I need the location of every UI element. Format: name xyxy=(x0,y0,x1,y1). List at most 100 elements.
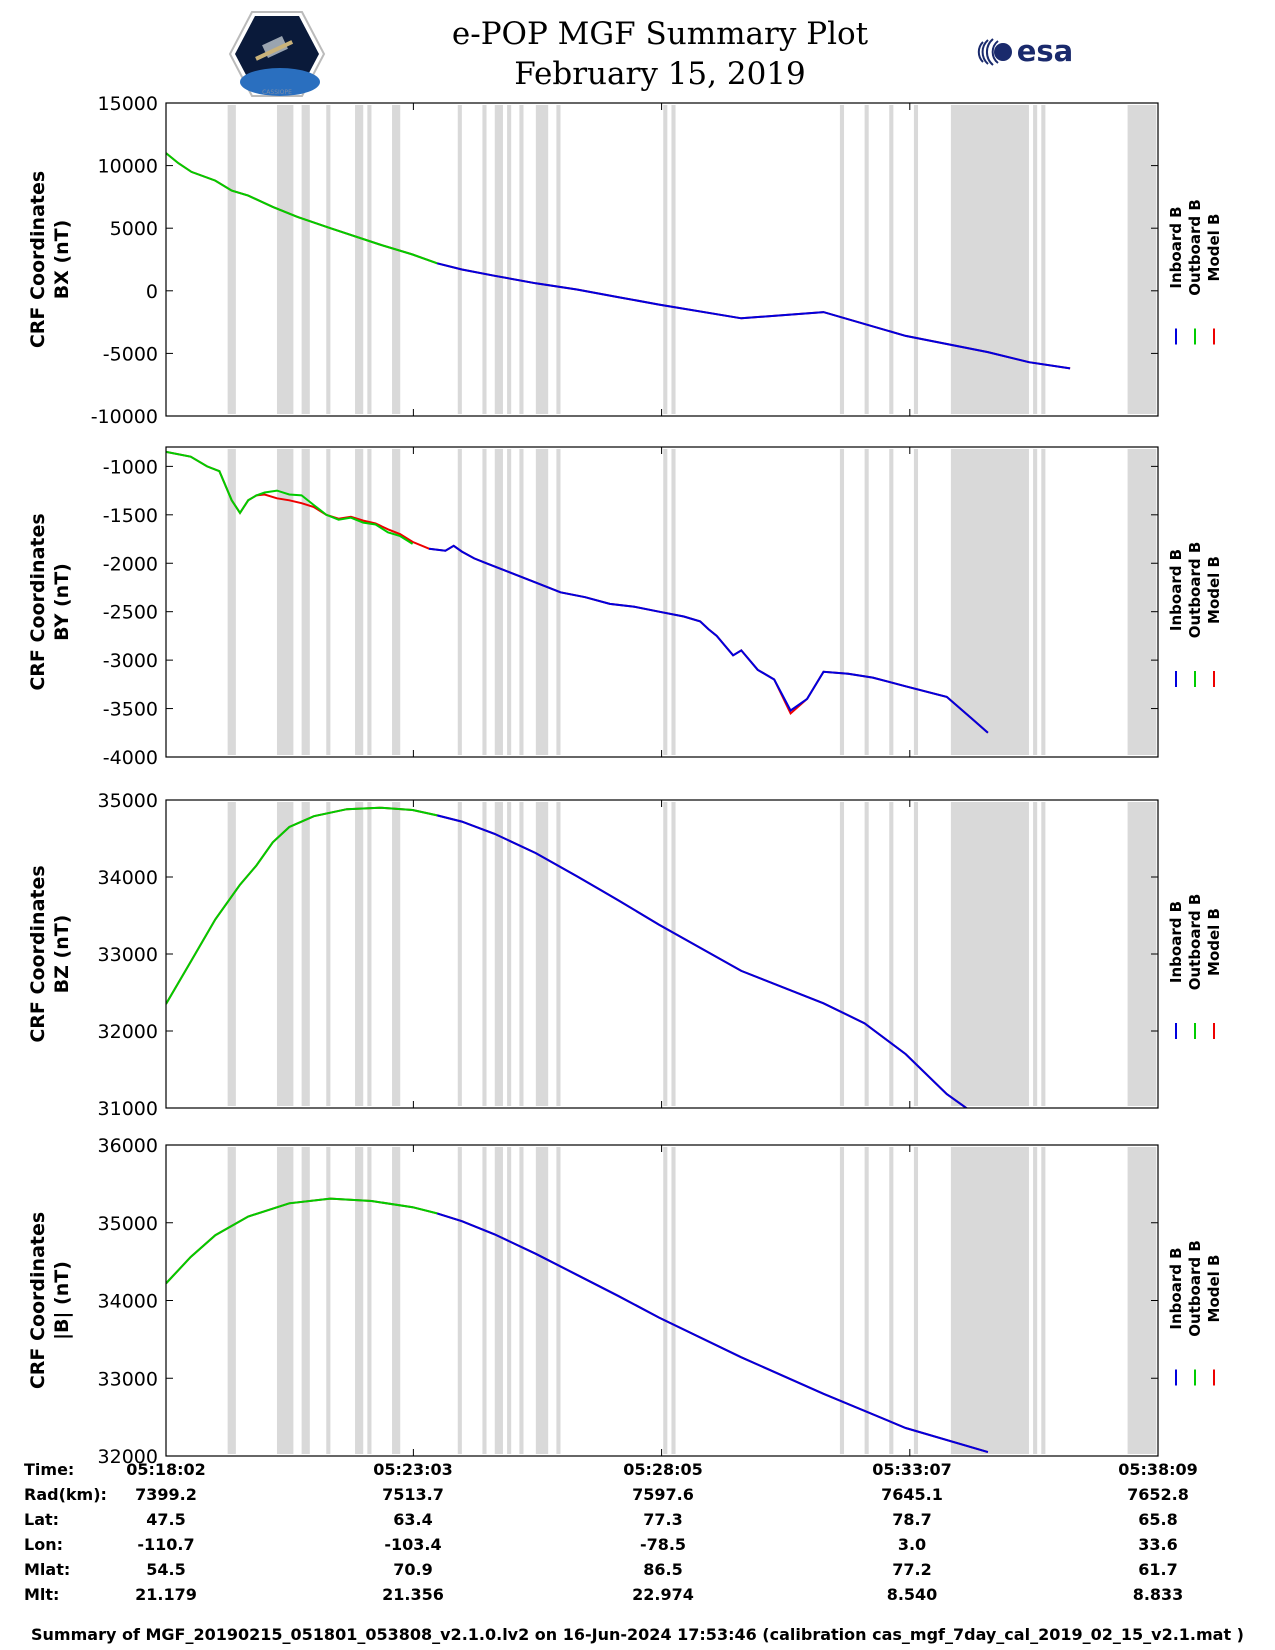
gap-band xyxy=(556,802,561,1106)
info-row: Mlt: 21.179 21.356 22.974 8.540 8.833 xyxy=(0,1585,1275,1609)
gap-band xyxy=(913,802,919,1106)
info-row: Mlat: 54.5 70.9 86.5 77.2 61.7 xyxy=(0,1560,1275,1584)
gap-band xyxy=(535,449,549,755)
gap-band xyxy=(889,105,894,414)
gap-band xyxy=(507,105,512,414)
legend-label: Outboard B xyxy=(1186,542,1204,639)
y-tick-label: -10000 xyxy=(91,406,158,428)
legend-label: Model B xyxy=(1205,908,1223,976)
y-tick-label: 10000 xyxy=(98,156,158,178)
y-tick-label: 35000 xyxy=(98,1213,158,1235)
legend-label: Inboard B xyxy=(1167,901,1185,983)
gap-band xyxy=(494,105,503,414)
gap-band xyxy=(839,105,845,414)
info-row: Lat: 47.5 63.4 77.3 78.7 65.8 xyxy=(0,1510,1275,1534)
y-tick-label: 33000 xyxy=(98,1368,158,1390)
info-value: 70.9 xyxy=(393,1560,433,1579)
gap-band xyxy=(556,105,561,414)
gap-band xyxy=(950,1147,1029,1454)
y-axis-label: CRF Coordinates |B| (nT) xyxy=(27,1212,73,1389)
y-axis-label-line2: |B| (nT) xyxy=(51,1261,73,1340)
info-row: Time: 05:18:02 05:23:03 05:28:05 05:33:07 05:… xyxy=(0,1460,1275,1484)
gap-band xyxy=(913,449,919,755)
y-tick-label: -2000 xyxy=(103,553,158,575)
y-tick-label: 35000 xyxy=(98,790,158,812)
gap-band xyxy=(864,802,869,1106)
y-tick-label: -4000 xyxy=(103,747,158,769)
y-tick-label: 34000 xyxy=(98,867,158,889)
gap-band xyxy=(1033,802,1038,1106)
gap-band xyxy=(301,449,310,755)
y-tick-label: -2500 xyxy=(103,602,158,624)
legend-label: Model B xyxy=(1205,1255,1223,1323)
gap-band xyxy=(482,105,487,414)
gap-band xyxy=(663,105,668,414)
info-value: 77.3 xyxy=(643,1510,683,1529)
info-value: 7645.1 xyxy=(881,1485,943,1504)
gap-band xyxy=(839,802,845,1106)
epop-mission-logo: CASSIOPE xyxy=(228,11,326,97)
gap-band xyxy=(913,105,919,414)
gap-band xyxy=(1127,449,1157,755)
esa-logo: esa xyxy=(977,34,1073,68)
gap-band xyxy=(671,105,676,414)
gap-band xyxy=(457,105,462,414)
gap-band xyxy=(392,105,401,414)
gap-band xyxy=(367,105,372,414)
gap-band xyxy=(864,105,869,414)
gap-band xyxy=(1033,105,1038,414)
gap-band xyxy=(950,105,1029,414)
gap-band xyxy=(864,449,869,755)
legend-label: Inboard B xyxy=(1167,1247,1185,1329)
gap-band xyxy=(227,449,236,755)
y-tick-label: 32000 xyxy=(98,1021,158,1043)
gap-band xyxy=(276,1147,294,1454)
info-value: 54.5 xyxy=(146,1560,186,1579)
gap-band xyxy=(889,1147,894,1454)
info-value: 22.974 xyxy=(632,1585,694,1604)
gap-band xyxy=(519,449,524,755)
y-tick-label: -3500 xyxy=(103,699,158,721)
gap-band xyxy=(535,105,549,414)
gap-band xyxy=(355,449,364,755)
info-value: 05:28:05 xyxy=(623,1460,703,1479)
info-value: 63.4 xyxy=(393,1510,433,1529)
gap-band xyxy=(276,449,294,755)
chart-panel-4: 36000 35000 34000 33000 32000 CRF Coordinates… xyxy=(27,1135,1223,1468)
series-line-outboard-b xyxy=(166,1197,438,1285)
info-value: 7513.7 xyxy=(382,1485,444,1504)
series-line-inboard-b xyxy=(436,1212,989,1454)
chart-panel-2: -1000 -1500 -2000 -2500 -3000 -3500 -4000 CRF C… xyxy=(27,446,1223,769)
info-value: 7652.8 xyxy=(1127,1485,1189,1504)
gap-band xyxy=(326,802,331,1106)
y-tick-label: -1500 xyxy=(103,505,158,527)
y-tick-label: 31000 xyxy=(98,1098,158,1120)
y-tick-label: 36000 xyxy=(98,1135,158,1157)
gap-band xyxy=(482,449,487,755)
gap-band xyxy=(889,449,894,755)
gap-band xyxy=(301,105,310,414)
gap-band xyxy=(326,105,331,414)
gap-band xyxy=(457,802,462,1106)
gap-band xyxy=(889,802,894,1106)
gap-band xyxy=(1033,1147,1038,1454)
gap-band xyxy=(367,802,372,1106)
info-row: Lon: -110.7 -103.4 -78.5 3.0 33.6 xyxy=(0,1535,1275,1559)
y-axis-label-line2: BY (nT) xyxy=(51,563,73,641)
y-axis-label-line1: CRF Coordinates xyxy=(27,865,49,1042)
gap-band xyxy=(227,105,236,414)
page-date: February 15, 2019 xyxy=(514,56,806,92)
info-row-label: Mlat: xyxy=(24,1560,71,1579)
info-value: -78.5 xyxy=(639,1535,687,1554)
info-value: 33.6 xyxy=(1138,1535,1178,1554)
info-row-label: Lon: xyxy=(24,1535,63,1554)
y-axis-label-line1: CRF Coordinates xyxy=(27,171,49,348)
info-row-label: Mlt: xyxy=(24,1585,60,1604)
gap-band xyxy=(671,449,676,755)
info-value: 3.0 xyxy=(897,1535,927,1554)
gap-band xyxy=(457,449,462,755)
y-tick-label: 32000 xyxy=(98,1446,158,1468)
gap-band xyxy=(663,449,668,755)
y-axis-label: CRF Coordinates BX (nT) xyxy=(27,171,73,348)
gap-band xyxy=(1033,449,1038,755)
